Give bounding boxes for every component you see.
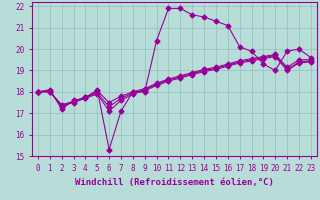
- X-axis label: Windchill (Refroidissement éolien,°C): Windchill (Refroidissement éolien,°C): [75, 178, 274, 187]
